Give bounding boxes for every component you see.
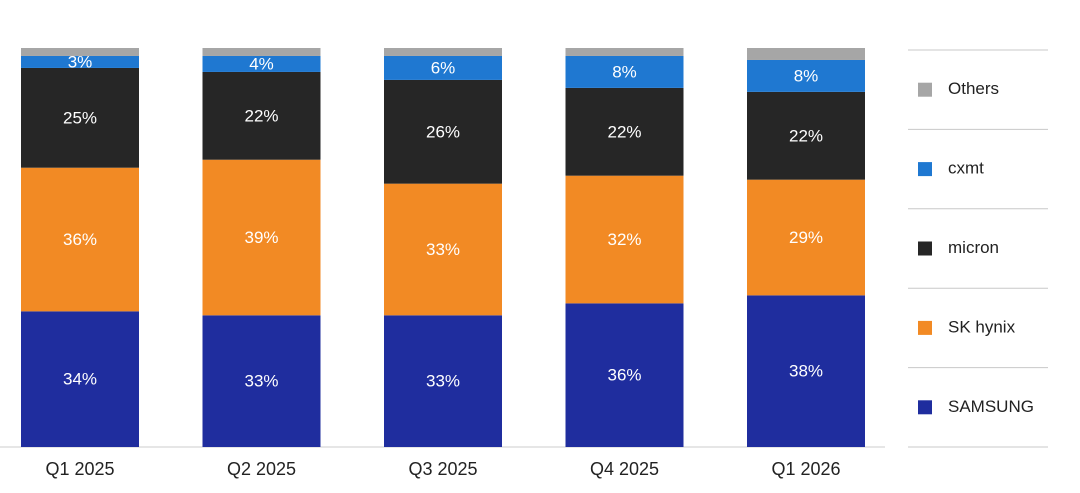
legend-swatch	[918, 82, 932, 97]
data-label: 33%	[426, 240, 460, 259]
bar-segment	[202, 55, 321, 72]
data-label: 22%	[244, 106, 278, 125]
legend-label: SAMSUNG	[948, 397, 1034, 416]
legend-swatch	[918, 400, 932, 415]
bar-segment	[747, 59, 865, 92]
bar-segment	[384, 183, 502, 316]
bar-segment	[565, 87, 684, 176]
x-tick-label: Q1 2025	[45, 459, 114, 479]
legend-swatch	[918, 241, 932, 256]
data-label: 33%	[426, 372, 460, 391]
bar-segment	[202, 48, 321, 56]
bar-segment	[21, 67, 139, 168]
bar-segment	[21, 311, 139, 447]
legend-label: SK hynix	[948, 317, 1016, 336]
data-label: 22%	[789, 126, 823, 145]
x-tick-label: Q3 2025	[408, 459, 477, 479]
data-label: 33%	[244, 372, 278, 391]
bar-segment	[565, 48, 684, 56]
data-label: 4%	[249, 54, 274, 73]
data-label: 29%	[789, 228, 823, 247]
bar-segment	[202, 315, 321, 447]
bar-segment	[384, 55, 502, 80]
data-label: 8%	[612, 62, 637, 81]
legend-label: cxmt	[948, 159, 984, 178]
legend-label: micron	[948, 238, 999, 257]
bar-segment	[384, 48, 502, 56]
bar-segment	[202, 159, 321, 316]
bar-segment	[21, 167, 139, 312]
bar-segment	[384, 79, 502, 184]
data-label: 25%	[63, 108, 97, 127]
bar-segment	[202, 71, 321, 160]
data-label: 22%	[607, 122, 641, 141]
legend-swatch	[918, 320, 932, 335]
data-label: 39%	[244, 228, 278, 247]
bar-segment	[21, 55, 139, 68]
data-label: 36%	[607, 366, 641, 385]
bar-segment	[565, 55, 684, 88]
x-tick-label: Q2 2025	[227, 459, 296, 479]
x-tick-label: Q4 2025	[590, 459, 659, 479]
bar-segment	[21, 48, 139, 56]
data-label: 6%	[431, 58, 456, 77]
data-label: 36%	[63, 230, 97, 249]
bar-segment	[384, 315, 502, 447]
data-label: 38%	[789, 362, 823, 381]
x-tick-label: Q1 2026	[771, 459, 840, 479]
bar-segment	[565, 303, 684, 447]
bar-segment	[747, 295, 865, 447]
data-label: 8%	[794, 66, 819, 85]
bar-segment	[747, 179, 865, 296]
legend-label: Others	[948, 79, 999, 98]
bar-segment	[565, 175, 684, 304]
data-label: 3%	[68, 52, 93, 71]
data-label: 34%	[63, 370, 97, 389]
data-label: 32%	[607, 230, 641, 249]
bar-segment	[747, 48, 865, 60]
legend-swatch	[918, 162, 932, 177]
bar-segment	[747, 91, 865, 180]
data-label: 26%	[426, 122, 460, 141]
